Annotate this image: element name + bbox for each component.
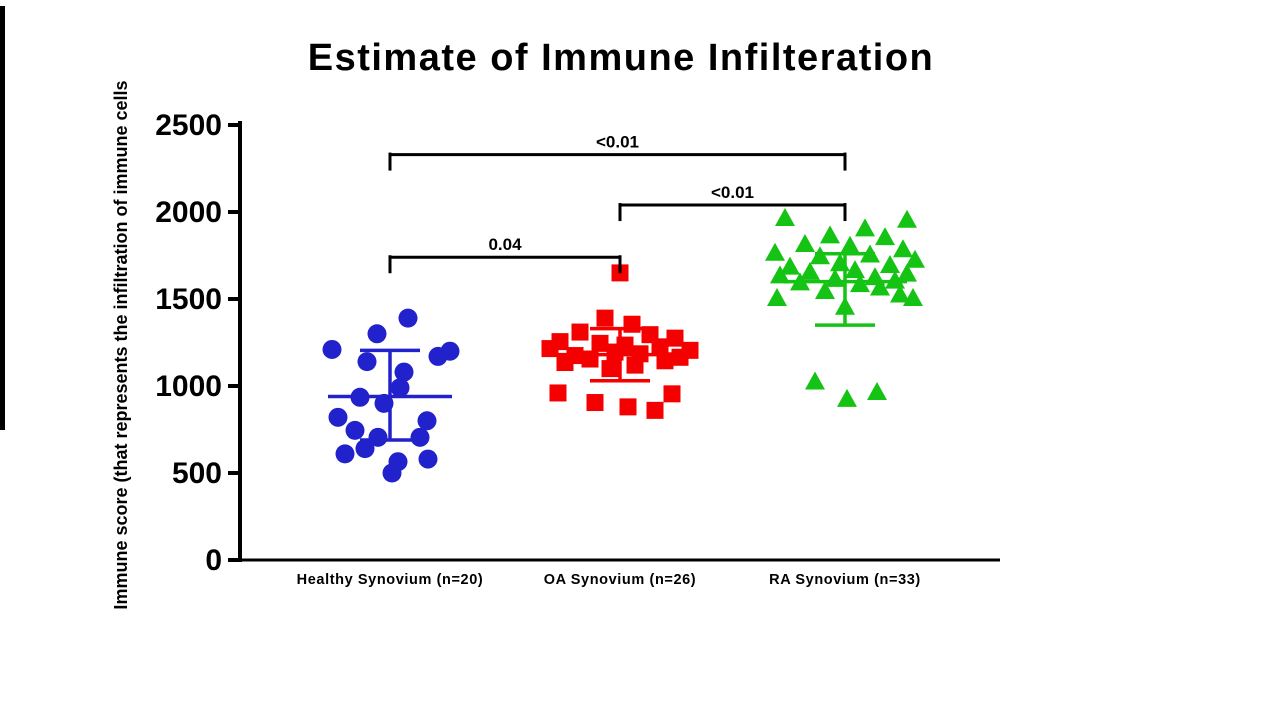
data-point [837,388,857,407]
p-value-label: <0.01 [711,183,754,202]
y-axis-label: Immune score (that represents the infilt… [111,80,131,609]
chart-title: Estimate of Immune Infilteration [308,37,935,79]
data-point [765,242,785,261]
data-point [626,356,644,374]
data-point [840,235,860,254]
data-point [845,260,865,279]
data-point [651,338,669,356]
data-point [795,234,815,253]
data-point [870,277,890,296]
data-point [619,398,637,416]
data-point [586,394,604,412]
data-point [345,420,365,440]
data-point [820,225,840,244]
data-point [805,371,825,390]
left-edge-artifact [0,6,5,430]
data-point [903,288,923,306]
data-point [322,339,342,359]
data-point [541,340,559,358]
x-group-label: Healthy Synovium (n=20) [297,572,484,588]
data-point [549,384,567,402]
y-tick-label: 1000 [155,370,222,403]
data-point [767,288,787,306]
data-point [830,253,850,272]
data-point [905,249,925,268]
data-point [601,360,619,378]
y-tick-label: 500 [172,457,222,490]
data-point [897,209,917,228]
data-point [855,218,875,237]
y-tick-label: 2000 [155,196,222,229]
data-point [800,261,820,280]
data-point [382,463,402,483]
data-point [867,381,887,400]
data-point [663,385,681,403]
data-point [656,352,674,370]
data-point [335,444,355,464]
data-point [897,263,917,282]
data-point [596,309,614,327]
data-point [428,346,448,366]
data-point [775,207,795,226]
data-point [893,239,913,258]
data-point [398,308,418,328]
data-point [666,329,684,347]
data-point [875,227,895,246]
data-point [410,427,430,447]
data-point [418,449,438,469]
data-point [770,265,790,284]
data-point [780,256,800,275]
data-point [890,284,910,303]
data-point [394,362,414,382]
data-point [355,439,375,459]
x-group-label: RA Synovium (n=33) [769,572,921,588]
data-point [885,270,905,289]
p-value-label: 0.04 [488,235,522,254]
y-tick-label: 0 [205,544,222,577]
data-point [646,401,664,419]
p-value-label: <0.01 [596,133,639,152]
y-tick-label: 1500 [155,283,222,316]
data-point [815,281,835,300]
data-point [880,254,900,273]
data-point [671,348,689,366]
plot-area: 0 500 1000 1500 2000 2500 Healthy Synovium (n=… [155,109,1000,588]
data-point [328,407,348,427]
data-point [556,354,574,372]
data-point [357,352,377,372]
data-point [390,378,410,398]
data-point [591,334,609,352]
data-point [367,324,387,344]
data-point [417,411,437,431]
data-point [825,268,845,287]
data-point [571,323,589,341]
x-group-label: OA Synovium (n=26) [544,572,696,588]
y-tick-label: 2500 [155,109,222,142]
data-point [368,427,388,447]
